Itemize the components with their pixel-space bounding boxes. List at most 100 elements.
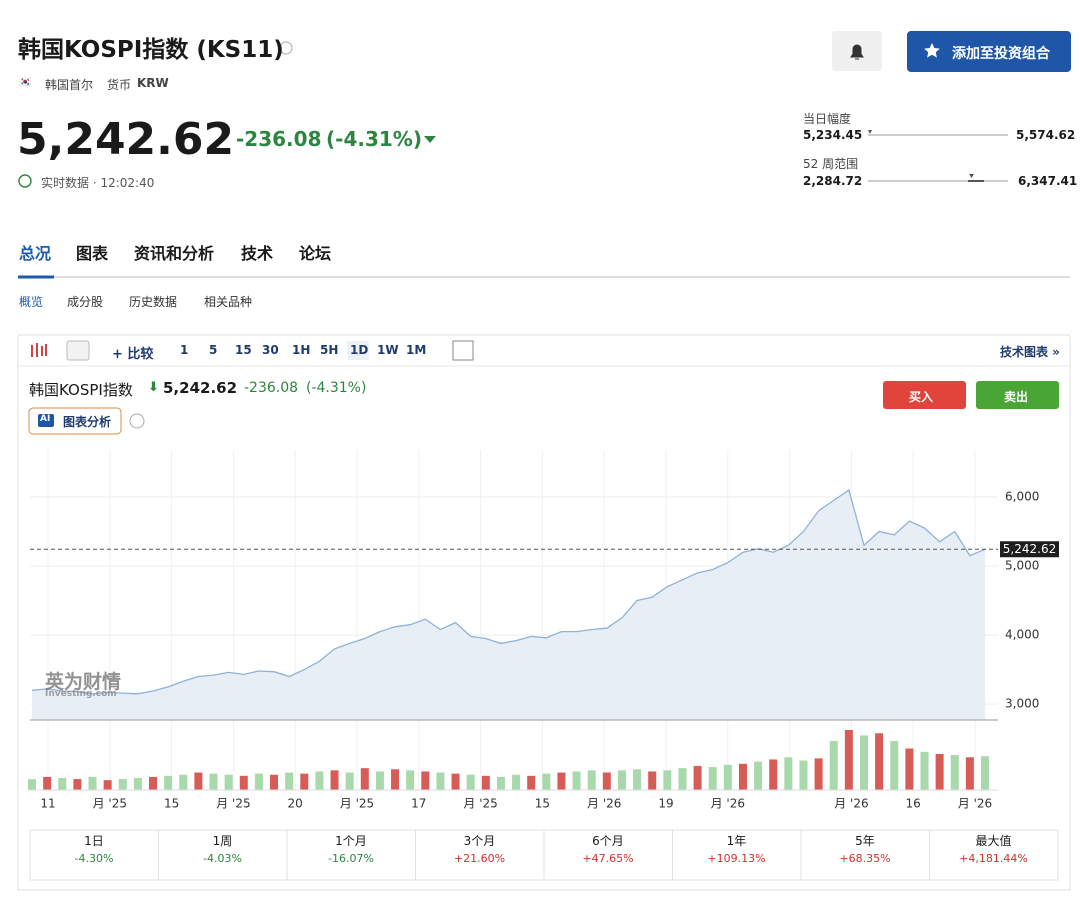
volume-bar (784, 757, 793, 790)
volume-bar (602, 772, 611, 790)
volume-bar (814, 758, 823, 790)
volume-bar (950, 755, 959, 790)
x-tick-label: 20 (288, 797, 303, 811)
subtab[interactable]: 成分股 (67, 295, 104, 309)
interval[interactable]: 5H (320, 343, 339, 357)
volume-bar (723, 764, 732, 790)
watermark: 英为财情 (45, 671, 122, 693)
performance-text: +4,181.44% (959, 852, 1028, 865)
candle-icon (31, 343, 47, 357)
volume-bar (224, 774, 233, 790)
interval[interactable]: 5 (209, 343, 218, 357)
performance-cell[interactable]: 最大值 +4,181.44% (930, 832, 1058, 865)
tab[interactable]: 技术 (241, 244, 274, 263)
performance-cell[interactable]: 1日 -4.30% (30, 832, 158, 865)
volume-bar (436, 772, 445, 790)
performance-cell[interactable]: 1年 +109.13% (673, 832, 801, 865)
volume-bar (179, 774, 188, 790)
chart-price: 5,242.62 (163, 379, 238, 397)
tab[interactable]: 总况 (19, 244, 52, 263)
subtab[interactable]: 相关品种 (204, 295, 253, 309)
performance-cell[interactable]: 1个月 -16.07% (287, 832, 415, 865)
performance-text: -4.30% (74, 852, 114, 865)
x-tick-label: 月 '25 (216, 797, 250, 811)
buy-button[interactable] (883, 381, 966, 409)
buy-label[interactable]: 买入 (909, 390, 934, 404)
compare-label[interactable]: 比较 (127, 347, 154, 362)
performance-cell[interactable]: 6个月 +47.65% (544, 832, 672, 865)
status: 实时数据 · 12:02:40 (41, 176, 155, 190)
volume-bar (965, 757, 974, 790)
interval[interactable]: 1H (292, 343, 311, 357)
volume-bar (542, 773, 551, 790)
currency-label: 货币 (107, 78, 132, 92)
flag: 🇰🇷 (19, 77, 32, 88)
chart-down-arrow: ⬇ (148, 380, 159, 395)
last-value-box (1000, 541, 1059, 558)
interval[interactable]: 1W (377, 343, 399, 357)
volume-bar (406, 770, 415, 790)
volume-bar (738, 763, 747, 790)
portfolio-label[interactable]: 添加至投资组合 (952, 46, 1050, 62)
chart-type-icon (66, 340, 90, 361)
interval[interactable]: 1M (406, 343, 427, 357)
performance-text: +47.65% (582, 852, 634, 865)
week52-high: 6,347.41 (1018, 174, 1078, 188)
volume-bar (254, 773, 263, 790)
change-pct: (-4.31%) (326, 127, 422, 151)
volume-bar (391, 769, 400, 790)
advanced-chart-link[interactable]: 技术图表 » (1000, 345, 1060, 359)
title-info-icon (279, 41, 293, 55)
volume-bar (527, 775, 536, 790)
ai-icon-text: AI (40, 414, 51, 424)
portfolio-button[interactable] (907, 31, 1071, 72)
tab[interactable]: 图表 (76, 244, 109, 263)
volume-bar (421, 771, 430, 790)
tab[interactable]: 资讯和分析 (134, 244, 215, 263)
x-tick-label: 月 '25 (340, 797, 374, 811)
volume-bar (512, 774, 521, 790)
performance-text: 1个月 (335, 834, 367, 848)
volume-bar (194, 772, 203, 790)
performance-text: +68.35% (839, 852, 891, 865)
currency: KRW (137, 76, 169, 90)
interval[interactable]: 15 (235, 343, 252, 357)
volume-bar (43, 776, 52, 790)
volume-bar (587, 770, 596, 790)
performance-text: 最大值 (975, 834, 1012, 848)
sell-button[interactable] (976, 381, 1059, 409)
tab[interactable]: 论坛 (299, 244, 332, 263)
volume-bar (754, 761, 763, 790)
interval[interactable]: 1D (350, 343, 369, 357)
subtab[interactable]: 历史数据 (129, 295, 178, 309)
volume-bar (118, 779, 127, 790)
volume-bar (890, 740, 899, 790)
ai-label[interactable]: 图表分析 (63, 415, 112, 429)
compare-button[interactable]: + 比较 (112, 347, 154, 362)
performance-text: +109.13% (707, 852, 766, 865)
x-tick-label: 11 (40, 797, 55, 811)
performance-cell[interactable]: 3个月 +21.60% (416, 832, 544, 865)
performance-text: -16.07% (328, 852, 374, 865)
layout-icon (452, 340, 474, 361)
volume-bar (133, 778, 142, 790)
performance-cell[interactable]: 1周 -4.03% (159, 832, 287, 865)
volume-bar (164, 775, 173, 790)
interval[interactable]: 1 (180, 343, 189, 357)
volume-bar (149, 776, 158, 790)
volume-bar (330, 770, 339, 790)
volume-bar (875, 733, 884, 790)
volume-bar (617, 770, 626, 790)
sell-label[interactable]: 卖出 (1004, 390, 1029, 404)
interval[interactable]: 30 (262, 343, 279, 357)
y-tick-label: 3,000 (1005, 697, 1039, 711)
subtab[interactable]: 概览 (19, 295, 44, 309)
volume-bar (73, 779, 82, 790)
volume-bar (496, 776, 505, 790)
performance-cell[interactable]: 5年 +68.35% (801, 832, 929, 865)
volume-bar (769, 759, 778, 790)
x-tick-label: 15 (164, 797, 179, 811)
change: -236.08 (236, 127, 322, 151)
volume-bar (799, 760, 808, 790)
